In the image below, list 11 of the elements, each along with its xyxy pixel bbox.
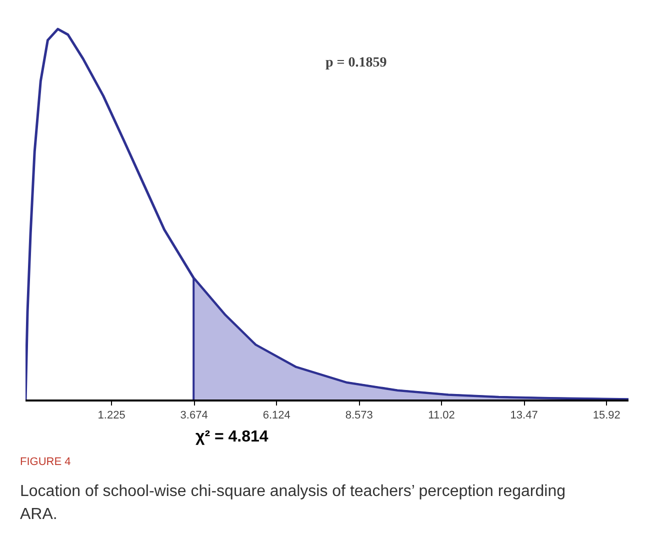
x-tick-label: 11.02 [428,410,455,422]
text: Location of school-wise chi-square analysis of teachers’ perception regarding ARA. [20,482,566,525]
x-tick-label: 6.124 [262,410,290,422]
x-tick-label: 15.92 [592,410,620,422]
x-tick-label: 3.674 [180,410,208,422]
text: χ² = 4.814 [196,428,268,446]
caption: FIGURE 4 [20,455,71,470]
x-tick-label: 13.47 [510,410,538,422]
x-tick-label: 1.225 [98,410,126,422]
x-tick-label: 8.573 [345,410,373,422]
annotation: p = 0.1859 [326,56,387,70]
